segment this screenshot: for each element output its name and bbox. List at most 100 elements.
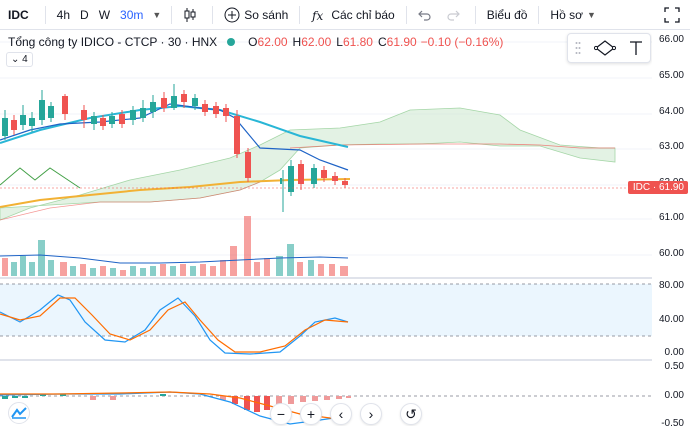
change-value: −0.10 (−0.16%) — [420, 35, 504, 49]
scroll-right-button[interactable]: › — [360, 403, 382, 425]
fullscreen-icon — [664, 7, 680, 23]
candle — [29, 112, 35, 132]
market-status-dot — [227, 38, 236, 46]
fx-icon: ƒx — [311, 9, 323, 23]
stoch-axis-label: 80.00 — [658, 280, 684, 291]
zoom-out-button[interactable]: − — [270, 403, 292, 425]
toolbar-divider — [538, 5, 540, 24]
reset-chart-button[interactable]: ↺ — [400, 403, 422, 425]
price-axis-label: 63.00 — [658, 141, 684, 152]
candle — [20, 105, 26, 130]
interval-4h[interactable]: 4h — [56, 7, 71, 22]
candle — [109, 112, 115, 128]
shape-tool-icon[interactable] — [593, 39, 616, 57]
volume-bars — [2, 216, 348, 276]
toolbar-divider — [44, 5, 46, 24]
candle — [81, 105, 87, 128]
fullscreen-button[interactable] — [664, 7, 680, 28]
kijun-line — [0, 104, 349, 148]
price-axis-label: 66.00 — [658, 34, 684, 45]
toolbar-divider — [474, 5, 476, 24]
price-tag-symbol: IDC — [632, 182, 651, 193]
compare-button[interactable]: So sánh — [219, 7, 293, 23]
zoom-in-button[interactable]: + — [300, 403, 322, 425]
collapsed-count: 4 — [22, 54, 28, 65]
candle — [91, 112, 97, 130]
macd-histogram — [2, 394, 351, 412]
close-value: 61.90 — [386, 35, 417, 49]
candle — [161, 92, 167, 112]
stoch-axis-label: 0.00 — [664, 347, 684, 358]
candle — [48, 102, 54, 122]
reset-icon: ↺ — [405, 405, 417, 422]
compare-label: So sánh — [244, 7, 289, 22]
interval-w[interactable]: W — [98, 7, 111, 22]
text-tool-icon[interactable] — [629, 40, 643, 56]
candles — [2, 84, 348, 212]
candle — [288, 160, 294, 196]
minus-icon: − — [276, 406, 286, 422]
toolbar-divider — [171, 5, 173, 24]
symbol-search[interactable]: IDC — [8, 7, 29, 22]
chevron-right-icon: › — [368, 406, 374, 422]
price-axis[interactable]: 66.00 65.00 64.00 63.00 62.00 61.00 60.0… — [652, 30, 690, 426]
indicators-collapse-button[interactable]: ⌄ 4 — [6, 52, 33, 67]
chart-style-button[interactable] — [178, 7, 206, 23]
candle — [171, 84, 177, 110]
scroll-left-button[interactable]: ‹ — [330, 403, 352, 425]
high-label: H — [292, 35, 302, 49]
chart-menu-label: Biểu đồ — [486, 7, 528, 22]
svg-text:ƒx: ƒx — [311, 9, 323, 23]
profile-menu-button[interactable]: Hồ sơ ▼ — [545, 8, 604, 22]
chikou-line — [0, 167, 81, 189]
toolbar-divider — [405, 5, 407, 24]
candle — [150, 95, 156, 118]
chart-canvas[interactable] — [0, 30, 652, 426]
plus-circle-icon — [224, 7, 240, 22]
redo-button[interactable] — [441, 8, 469, 22]
profile-menu-label: Hồ sơ — [550, 7, 583, 22]
candle — [119, 110, 125, 128]
interval-d[interactable]: D — [80, 7, 89, 22]
volume-ma-line — [0, 254, 349, 264]
tradingview-logo-icon[interactable] — [8, 402, 30, 424]
candle — [280, 170, 284, 212]
candle — [311, 164, 317, 188]
toolbar-divider — [299, 5, 301, 24]
candle — [2, 110, 8, 140]
stoch-band — [0, 284, 652, 336]
interval-dropdown-icon[interactable]: ▼ — [152, 9, 162, 20]
stoch-d-line — [0, 297, 349, 353]
chart-title[interactable]: Tổng công ty IDICO - CTCP · 30 · HNX — [8, 35, 218, 49]
low-value: 61.80 — [342, 35, 373, 49]
candle-style-icon — [184, 7, 196, 22]
macd-axis-label: 0.50 — [664, 361, 684, 372]
candle — [223, 104, 229, 122]
chart-menu-button[interactable]: Biểu đồ — [482, 8, 533, 22]
low-label: L — [336, 35, 343, 49]
candle — [140, 100, 146, 122]
candle — [213, 102, 219, 118]
candle — [100, 115, 106, 130]
undo-button[interactable] — [413, 8, 441, 22]
candle — [181, 90, 187, 108]
tenkan-line — [0, 103, 349, 171]
candle — [321, 166, 327, 182]
candle — [62, 94, 68, 120]
candle — [130, 106, 136, 125]
chart-legend: Tổng công ty IDICO - CTCP · 30 · HNX O 62… — [8, 35, 503, 49]
macd-axis-label: 0.00 — [664, 390, 684, 401]
interval-30m[interactable]: 30m — [120, 7, 144, 22]
indicators-button[interactable]: ƒx Các chỉ báo — [306, 7, 399, 23]
price-axis-label: 60.00 — [658, 248, 684, 259]
chevron-left-icon: ‹ — [338, 406, 344, 422]
undo-icon — [417, 10, 431, 21]
open-value: 62.00 — [257, 35, 288, 49]
chevron-down-icon: ⌄ — [11, 54, 23, 65]
candle — [332, 172, 338, 185]
chart-navigation: − + ‹ › ↺ — [270, 403, 430, 425]
toolbar-divider — [212, 5, 214, 24]
drag-handle-icon[interactable] — [575, 41, 581, 55]
high-value: 62.00 — [301, 35, 332, 49]
candle — [39, 90, 45, 125]
